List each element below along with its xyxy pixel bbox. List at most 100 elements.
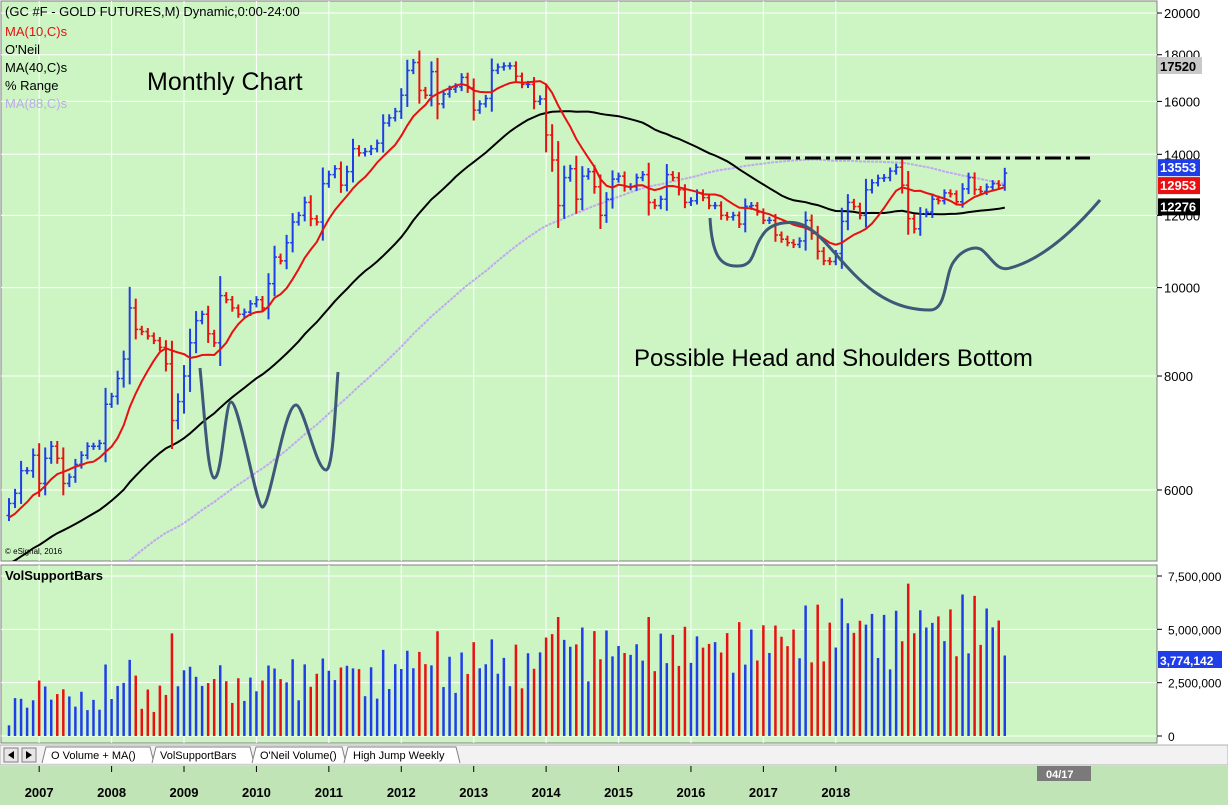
year-label: 2018 xyxy=(821,785,850,800)
price-bar xyxy=(356,145,362,157)
head-and-shoulders-label: Possible Head and Shoulders Bottom xyxy=(634,345,1033,372)
price-bar xyxy=(404,59,410,107)
price-bar xyxy=(103,387,109,463)
right-arrow-icon xyxy=(26,751,32,759)
price-bar xyxy=(296,211,302,226)
year-label: 2017 xyxy=(749,785,778,800)
time-axis-area xyxy=(0,766,1228,805)
price-bar xyxy=(48,440,54,464)
price-tick-label: 14000 xyxy=(1164,147,1200,162)
price-bar xyxy=(36,443,42,497)
price-bar xyxy=(706,194,712,210)
price-bar xyxy=(483,94,489,108)
tab-o-volume-ma[interactable]: O Volume + MA() xyxy=(41,746,155,764)
price-bar xyxy=(193,311,199,354)
study-label: O'Neil xyxy=(5,42,40,57)
svg-text:12276: 12276 xyxy=(1160,199,1196,214)
price-bar xyxy=(724,211,730,221)
price-bar xyxy=(549,124,555,172)
price-bar xyxy=(163,340,169,372)
year-label: 2010 xyxy=(242,785,271,800)
price-bar xyxy=(145,328,151,340)
moving-average-line xyxy=(127,158,1005,561)
price-bar xyxy=(929,193,935,219)
price-bar xyxy=(42,447,48,496)
ma10-line xyxy=(8,80,1006,519)
price-bar xyxy=(791,239,797,249)
last-volume-text: 3,774,142 xyxy=(1160,654,1214,668)
price-bar xyxy=(603,192,609,223)
price-bar xyxy=(917,207,923,236)
study-label: MA(10,C)s xyxy=(5,24,68,39)
price-bar xyxy=(350,138,356,183)
price-bar xyxy=(410,58,416,75)
year-label: 2013 xyxy=(459,785,488,800)
price-bar xyxy=(610,170,615,209)
price-bar xyxy=(253,296,259,308)
price-bar xyxy=(664,164,670,211)
price-tick-label: 16000 xyxy=(1164,94,1200,109)
price-bar xyxy=(223,292,229,304)
price-value-box: 13553 xyxy=(1158,159,1200,177)
price-bar xyxy=(326,170,332,188)
study-label: MA(88,C)s xyxy=(5,96,68,111)
price-bar xyxy=(416,50,422,104)
price-bar xyxy=(24,467,30,475)
price-bar xyxy=(875,174,881,187)
volume-panel xyxy=(0,564,1158,744)
price-bar xyxy=(778,231,784,243)
price-bar xyxy=(616,172,622,183)
study-legend: MA(10,C)s O'Neil MA(40,C)s % Range MA(88,C)s xyxy=(5,24,68,111)
price-tick-label: 20000 xyxy=(1164,6,1200,21)
price-bar xyxy=(766,216,772,224)
study-label: MA(40,C)s xyxy=(5,60,68,75)
price-bar xyxy=(827,257,833,266)
year-label: 2009 xyxy=(170,785,199,800)
tab-high-jump-weekly[interactable]: High Jump Weekly xyxy=(343,746,461,764)
tab-scroll-right[interactable] xyxy=(21,747,37,763)
price-bar xyxy=(567,164,573,182)
price-bar xyxy=(127,286,133,385)
year-label: 2012 xyxy=(387,785,416,800)
time-axis-years: 2007 2008 2009 2010 2011 2012 2013 2014 2015 2016… xyxy=(25,766,850,800)
price-bar xyxy=(881,174,887,182)
price-bar xyxy=(851,198,857,211)
tab-label: VolSupportBars xyxy=(160,750,237,762)
tab-volsupportbars[interactable]: VolSupportBars xyxy=(151,746,255,764)
price-bar xyxy=(905,170,911,235)
year-label: 2016 xyxy=(676,785,705,800)
price-bar xyxy=(887,167,893,182)
copyright-text: © eSignal, 2016 xyxy=(5,547,63,556)
price-bar xyxy=(302,196,308,222)
price-bar xyxy=(839,207,845,269)
price-bar xyxy=(109,392,115,408)
left-arrow-icon xyxy=(8,751,14,759)
price-bar xyxy=(205,305,211,343)
price-bar xyxy=(821,247,827,266)
price-bar xyxy=(658,195,664,210)
price-bar xyxy=(543,83,549,153)
volume-bars xyxy=(7,583,1007,736)
tab-scroll-left[interactable] xyxy=(3,747,19,763)
tab-label: High Jump Weekly xyxy=(353,750,445,762)
price-bar xyxy=(489,58,495,112)
price-bar xyxy=(947,189,953,198)
moving-average-line xyxy=(11,110,1005,561)
price-bar xyxy=(670,171,676,182)
price-bar xyxy=(857,202,863,220)
tab-oneil-volume[interactable]: O'Neil Volume() xyxy=(251,746,347,764)
last-price-text: 17520 xyxy=(1160,59,1196,74)
moving-average-line xyxy=(8,80,1006,519)
volume-axis-ticks: 0 2,500,000 5,000,000 7,500,000 xyxy=(1157,570,1222,744)
price-bar xyxy=(736,211,742,229)
price-bar xyxy=(555,141,561,228)
price-bar xyxy=(996,180,1002,189)
price-bar xyxy=(229,296,235,312)
price-bar xyxy=(308,195,314,227)
price-axis-area xyxy=(1158,1,1228,561)
price-bars xyxy=(6,50,1008,522)
ma88-line xyxy=(127,158,1005,561)
price-bar xyxy=(845,194,851,231)
price-value-boxes: 13553 12953 12276 xyxy=(1158,159,1200,216)
